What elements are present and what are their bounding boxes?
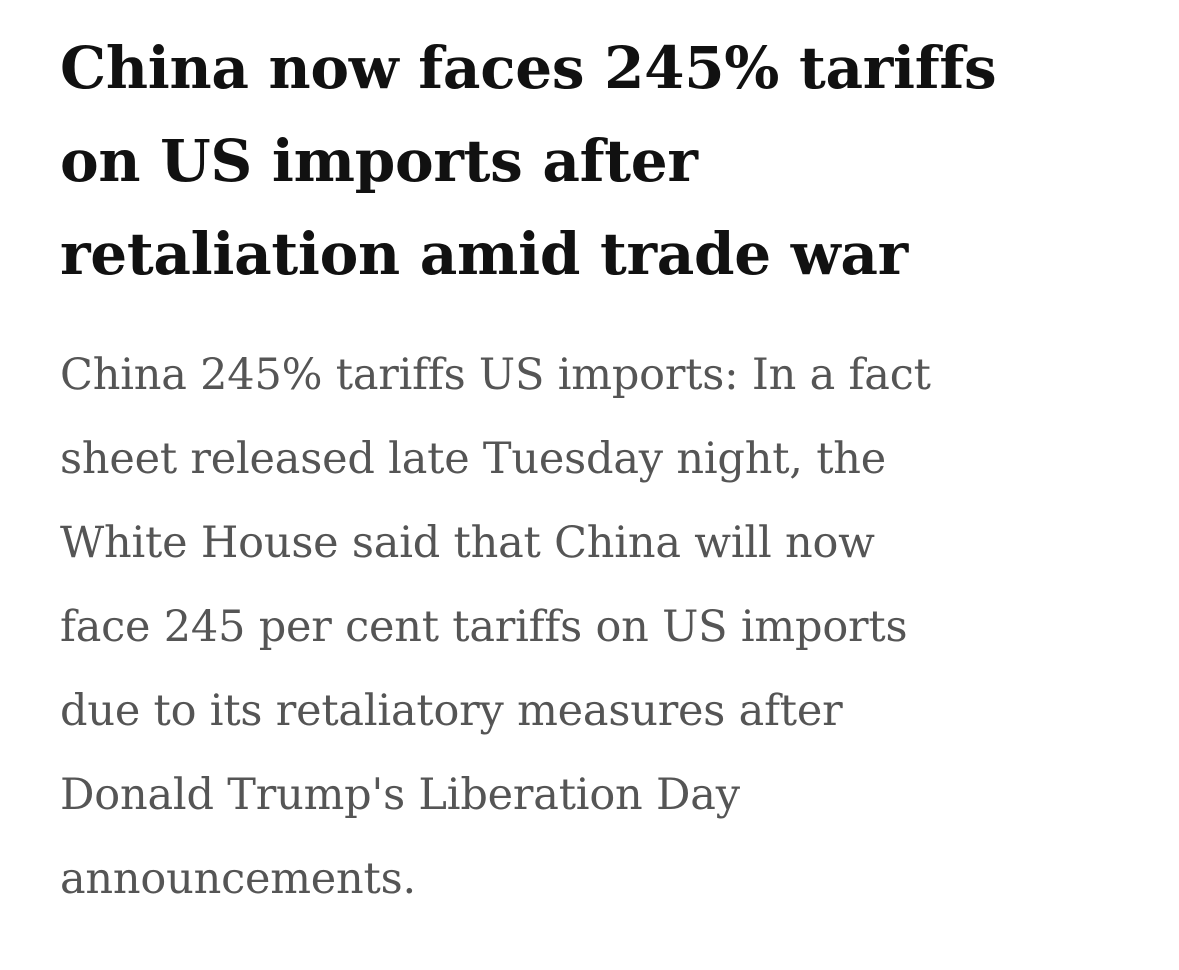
summary-line: White House said that China will now bbox=[60, 518, 875, 568]
summary-line: China 245% tariffs US imports: In a fact bbox=[60, 350, 931, 400]
headline-line: retaliation amid trade war bbox=[60, 220, 908, 288]
headline-line: on US imports after bbox=[60, 127, 698, 195]
news-article: China now faces 245% tariffs on US impor… bbox=[60, 22, 1140, 921]
headline[interactable]: China now faces 245% tariffs on US impor… bbox=[60, 22, 1140, 301]
summary-line: announcements. bbox=[60, 854, 416, 904]
article-summary: China 245% tariffs US imports: In a fact… bbox=[60, 333, 1140, 921]
summary-line: Donald Trump's Liberation Day bbox=[60, 770, 740, 820]
headline-line: China now faces 245% tariffs bbox=[60, 34, 997, 102]
summary-line: face 245 per cent tariffs on US imports bbox=[60, 602, 908, 652]
summary-line: sheet released late Tuesday night, the bbox=[60, 434, 887, 484]
summary-line: due to its retaliatory measures after bbox=[60, 686, 843, 736]
